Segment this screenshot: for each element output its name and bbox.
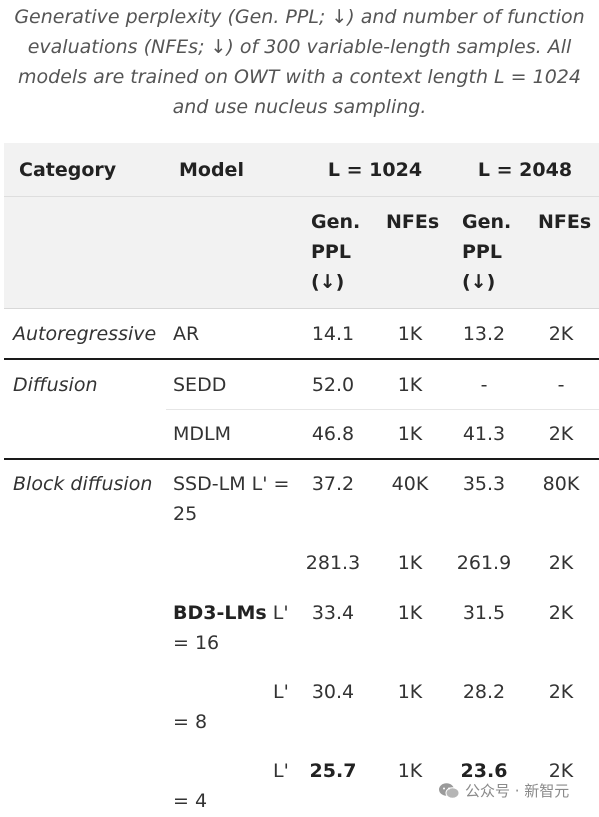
value-genppl-2048: - bbox=[480, 374, 488, 396]
model-label: SSD-LM L' = 25 bbox=[173, 469, 289, 529]
genppl-line: PPL bbox=[311, 241, 351, 263]
value-genppl-1024: 30.4 bbox=[311, 681, 355, 703]
value-nfes-2048: 2K bbox=[548, 323, 574, 345]
header-category: Category bbox=[19, 159, 117, 181]
table-header-background bbox=[4, 143, 599, 308]
value-genppl-1024: 281.3 bbox=[305, 552, 361, 574]
model-label: BD3-LMs L' = 16 bbox=[173, 598, 289, 658]
value-nfes-1024: 1K bbox=[397, 681, 423, 703]
value-nfes-1024: 1K bbox=[397, 602, 423, 624]
header-l2048: L = 2048 bbox=[477, 159, 573, 181]
genppl-line: (↓) bbox=[311, 271, 345, 293]
header-nfes-2048: NFEs bbox=[538, 211, 592, 233]
category-label: Autoregressive bbox=[13, 323, 157, 345]
caption-line: and use nucleus sampling. bbox=[172, 96, 427, 118]
value-genppl-2048: 41.3 bbox=[462, 423, 506, 445]
value-genppl-2048: 261.9 bbox=[456, 552, 512, 574]
caption-line: evaluations (NFEs; ↓) of 300 variable-le… bbox=[27, 36, 572, 58]
header-nfes-1024: NFEs bbox=[386, 211, 440, 233]
model-label: MDLM bbox=[173, 423, 232, 445]
value-nfes-2048: - bbox=[557, 374, 565, 396]
category-label: Block diffusion bbox=[13, 473, 153, 495]
value-genppl-1024: 46.8 bbox=[311, 423, 355, 445]
header-l1024: L = 1024 bbox=[327, 159, 423, 181]
value-nfes-1024: 40K bbox=[391, 473, 429, 495]
section-divider bbox=[4, 358, 599, 360]
value-nfes-1024: 1K bbox=[397, 323, 423, 345]
value-genppl-2048-best: 23.6 bbox=[460, 760, 508, 782]
value-genppl-2048: 28.2 bbox=[462, 681, 506, 703]
divider bbox=[4, 308, 599, 309]
model-line: = 16 bbox=[173, 632, 220, 654]
value-genppl-2048: 35.3 bbox=[462, 473, 506, 495]
model-line: 25 bbox=[173, 503, 198, 525]
value-nfes-2048: 2K bbox=[548, 681, 574, 703]
genppl-line: Gen. bbox=[462, 211, 512, 233]
genppl-line: (↓) bbox=[462, 271, 496, 293]
model-param: L' bbox=[273, 681, 289, 703]
model-line: = 8 bbox=[173, 711, 208, 733]
value-genppl-1024: 52.0 bbox=[311, 374, 355, 396]
value-genppl-1024: 33.4 bbox=[311, 602, 355, 624]
value-genppl-2048: 13.2 bbox=[462, 323, 506, 345]
model-line: = 4 bbox=[173, 790, 208, 812]
value-genppl-1024: 14.1 bbox=[311, 323, 355, 345]
header-genppl-1024: Gen. PPL (↓) bbox=[311, 207, 360, 297]
header-model: Model bbox=[179, 159, 244, 181]
value-nfes-1024: 1K bbox=[397, 552, 423, 574]
value-genppl-2048: 31.5 bbox=[462, 602, 506, 624]
model-label: AR bbox=[173, 323, 200, 345]
value-nfes-1024: 1K bbox=[397, 374, 423, 396]
value-genppl-1024-best: 25.7 bbox=[309, 760, 357, 782]
value-nfes-2048: 2K bbox=[548, 552, 574, 574]
genppl-line: PPL bbox=[462, 241, 502, 263]
watermark-text: 公众号 · 新智元 bbox=[465, 782, 570, 800]
wechat-icon bbox=[439, 782, 460, 799]
divider bbox=[4, 196, 599, 197]
category-label: Diffusion bbox=[13, 374, 98, 396]
table-caption: Generative perplexity (Gen. PPL; ↓) and … bbox=[0, 2, 599, 122]
value-nfes-2048: 2K bbox=[548, 760, 574, 782]
value-nfes-2048: 2K bbox=[548, 602, 574, 624]
divider bbox=[166, 409, 599, 410]
value-nfes-2048: 2K bbox=[548, 423, 574, 445]
watermark: 公众号 · 新智元 bbox=[438, 780, 569, 801]
header-genppl-2048: Gen. PPL (↓) bbox=[462, 207, 511, 297]
value-genppl-1024: 37.2 bbox=[311, 473, 355, 495]
value-nfes-2048: 80K bbox=[542, 473, 580, 495]
value-nfes-1024: 1K bbox=[397, 423, 423, 445]
caption-line: Generative perplexity (Gen. PPL; ↓) and … bbox=[14, 6, 585, 28]
value-nfes-1024: 1K bbox=[397, 760, 423, 782]
caption-line: models are trained on OWT with a context… bbox=[18, 66, 581, 88]
model-param: L' bbox=[266, 602, 289, 624]
section-divider bbox=[4, 458, 599, 460]
model-line: SSD-LM L' = bbox=[173, 473, 290, 495]
model-param: L' bbox=[273, 760, 289, 782]
genppl-line: Gen. bbox=[311, 211, 361, 233]
model-label: SEDD bbox=[173, 374, 227, 396]
model-name-bold: BD3-LMs bbox=[173, 602, 267, 624]
